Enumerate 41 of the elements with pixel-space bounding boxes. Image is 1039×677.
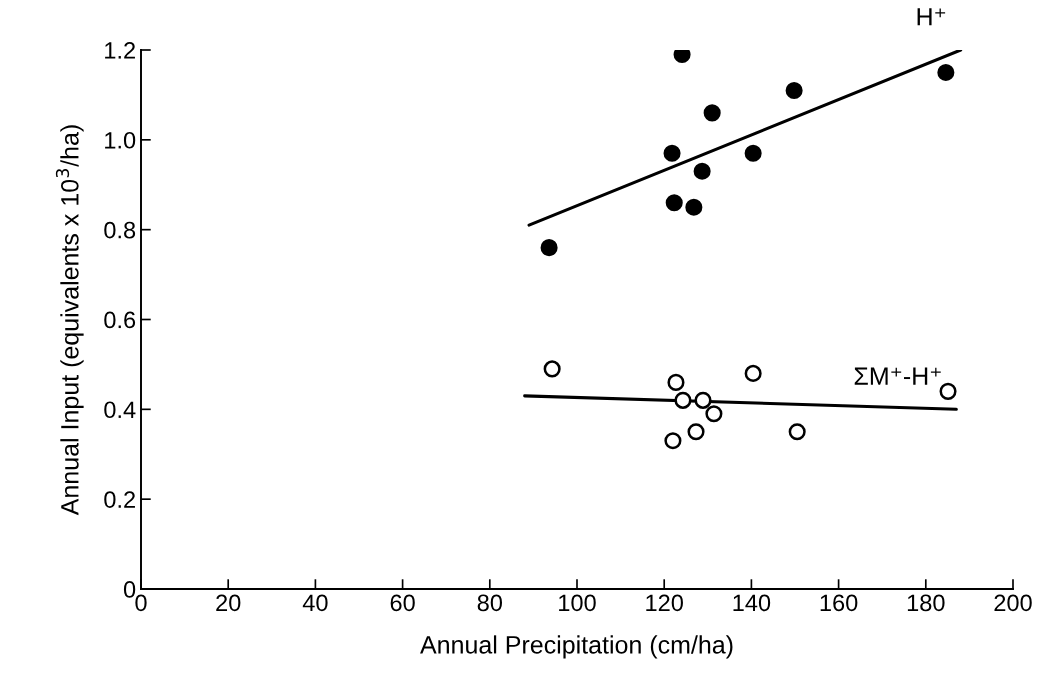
series-label: H⁺: [917, 8, 946, 26]
x-tick-label: 140: [733, 594, 771, 612]
point: [744, 144, 762, 162]
y-tick-label: 1.2: [105, 42, 135, 59]
point: [543, 360, 561, 378]
x-tick-label: 100: [559, 594, 596, 612]
point: [685, 198, 703, 216]
point: [674, 391, 692, 409]
x-tick-label: 160: [820, 594, 858, 612]
y-tick-label: 0: [123, 581, 136, 598]
point: [705, 405, 723, 423]
point: [667, 373, 685, 391]
point: [788, 423, 806, 441]
x-tick-label: 40: [302, 594, 328, 612]
x-tick-label: 120: [646, 594, 683, 612]
point: [744, 364, 762, 382]
point: [939, 382, 957, 400]
y-tick-label: 0.6: [104, 311, 136, 329]
x-axis-title: Annual Precipitation (cm/ha): [420, 635, 733, 659]
x-tick-label: 20: [216, 594, 241, 612]
point: [937, 63, 955, 81]
point: [693, 162, 711, 180]
point: [785, 81, 803, 99]
point: [540, 239, 558, 257]
point: [664, 432, 682, 450]
x-tick-label: 0: [135, 594, 147, 612]
x-tick-label: 80: [477, 594, 503, 612]
point: [703, 104, 721, 122]
point: [663, 144, 681, 162]
series-label: ΣM⁺-H⁺: [854, 367, 941, 385]
y-tick-label: 0.2: [104, 491, 135, 508]
x-tick-label: 200: [994, 594, 1032, 612]
point: [687, 423, 705, 441]
y-tick-label: 0.8: [104, 221, 136, 239]
point: [665, 194, 683, 212]
x-tick-label: 180: [907, 594, 945, 612]
point: [694, 391, 712, 409]
y-axis-title: Annual Input (equivalents x 10$^{3}$/ha): [55, 125, 84, 516]
y-tick-label: 0.4: [104, 401, 136, 419]
x-tick-label: 60: [390, 594, 415, 612]
y-tick-label: 1.0: [105, 131, 136, 149]
